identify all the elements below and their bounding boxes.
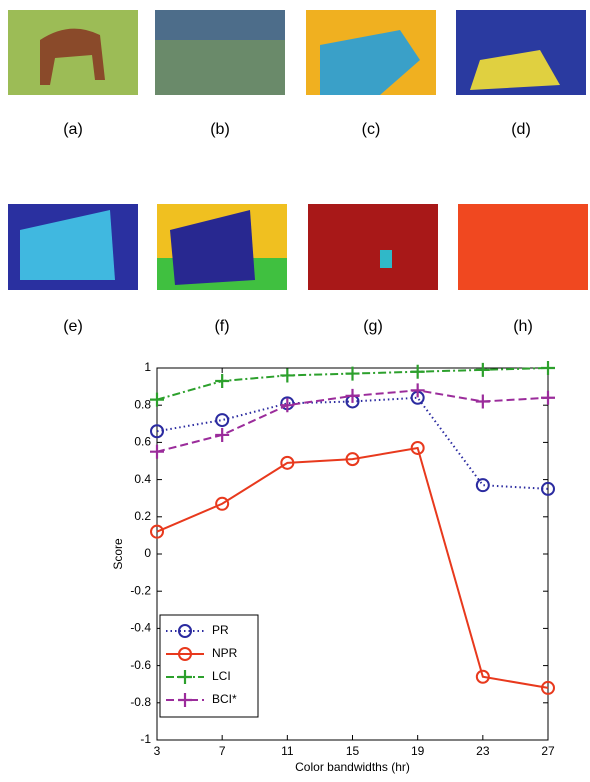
legend-label: BCI* bbox=[212, 692, 237, 706]
segment bbox=[380, 250, 392, 268]
y-tick-label: 0.8 bbox=[134, 397, 151, 411]
marker bbox=[215, 374, 230, 389]
y-tick-label: 0.4 bbox=[134, 472, 151, 486]
segment bbox=[470, 50, 560, 90]
marker bbox=[541, 361, 555, 375]
image-g bbox=[308, 204, 438, 290]
horse-shape bbox=[40, 28, 105, 86]
x-tick-label: 7 bbox=[219, 744, 226, 758]
y-tick-label: 0 bbox=[144, 546, 151, 560]
legend-label: PR bbox=[212, 623, 229, 637]
marker bbox=[541, 390, 555, 405]
y-tick-label: -1 bbox=[140, 732, 151, 746]
marker bbox=[215, 427, 230, 442]
legend-marker bbox=[178, 670, 192, 684]
x-axis-label: Color bandwidths (hr) bbox=[295, 760, 410, 774]
legend-label: NPR bbox=[212, 646, 238, 660]
marker bbox=[345, 452, 360, 467]
panel-label: (a) bbox=[63, 121, 83, 138]
y-tick-label: -0.4 bbox=[130, 621, 151, 635]
x-tick-label: 19 bbox=[411, 744, 425, 758]
marker bbox=[410, 364, 425, 379]
panel-images bbox=[8, 10, 588, 290]
legend-marker bbox=[178, 624, 192, 638]
marker bbox=[541, 481, 555, 496]
y-tick-label: -0.2 bbox=[130, 583, 151, 597]
legend-label: LCI bbox=[212, 669, 231, 683]
marker bbox=[150, 524, 164, 539]
legend-box bbox=[159, 614, 259, 718]
chart: -1 -0.8 -0.6 -0.4 -0.2 0 0.2 0.4 0.6 0.8 1 3 7 11 15 19… bbox=[111, 360, 555, 774]
segment bbox=[20, 210, 115, 280]
panel-label: (g) bbox=[363, 318, 383, 335]
marker bbox=[215, 413, 230, 428]
y-tick-label: -0.6 bbox=[130, 658, 151, 672]
panel-label: (d) bbox=[511, 121, 531, 138]
series-line bbox=[156, 446, 549, 689]
panel-labels: (a) (b) (c) (d) (e) (f) (g) (h) bbox=[63, 121, 533, 335]
marker bbox=[345, 366, 360, 381]
marker bbox=[150, 424, 164, 439]
y-tick-label: 0.2 bbox=[134, 509, 151, 523]
horse-shape bbox=[170, 210, 255, 285]
panel-label: (h) bbox=[513, 318, 533, 335]
marker bbox=[345, 388, 360, 403]
marker bbox=[280, 368, 295, 383]
noise-patch bbox=[155, 10, 285, 40]
marker bbox=[541, 680, 555, 695]
marker bbox=[280, 455, 295, 470]
legend-marker bbox=[178, 647, 192, 661]
marker bbox=[150, 392, 164, 407]
marker bbox=[410, 383, 425, 398]
panel-label: (e) bbox=[63, 318, 83, 335]
marker bbox=[475, 669, 490, 684]
marker bbox=[475, 362, 490, 377]
y-axis-label: Score bbox=[111, 538, 125, 570]
marker bbox=[215, 496, 230, 511]
segment bbox=[320, 30, 420, 95]
x-tick-label: 23 bbox=[476, 744, 490, 758]
image-h bbox=[458, 204, 588, 290]
panel-label: (b) bbox=[210, 121, 230, 138]
y-tick-label: 1 bbox=[144, 360, 151, 374]
marker bbox=[475, 394, 490, 409]
marker bbox=[410, 440, 425, 455]
y-tick-label: 0.6 bbox=[134, 435, 151, 449]
x-tick-label: 15 bbox=[346, 744, 360, 758]
x-tick-label: 27 bbox=[541, 744, 555, 758]
panel-label: (f) bbox=[214, 318, 229, 335]
marker bbox=[475, 478, 490, 493]
panel-label: (c) bbox=[362, 121, 381, 138]
marker bbox=[280, 398, 295, 413]
marker bbox=[150, 444, 164, 459]
x-tick-label: 3 bbox=[154, 744, 161, 758]
x-tick-label: 11 bbox=[281, 744, 294, 758]
y-tick-label: -0.8 bbox=[130, 695, 151, 709]
legend-marker bbox=[178, 693, 192, 707]
